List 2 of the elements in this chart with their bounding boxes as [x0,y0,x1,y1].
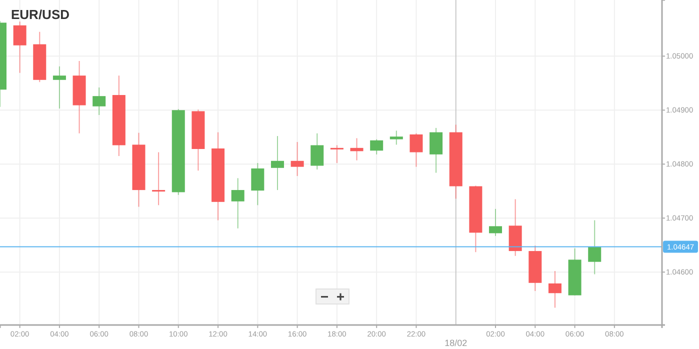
text: EUR/USD [11,7,70,22]
ref-line-label: 18/02 [444,338,468,348]
